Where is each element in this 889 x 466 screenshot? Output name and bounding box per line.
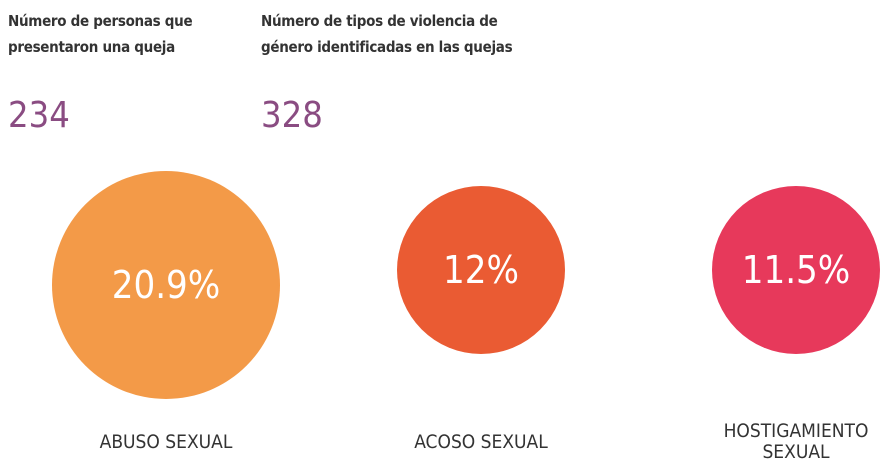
stat-label: Número de personas que — [8, 12, 192, 30]
bubble-value: 11.5% — [742, 248, 851, 292]
bubble-value: 20.9% — [112, 263, 221, 307]
bubble — [52, 171, 280, 399]
stat-label: Número de tipos de violencia de — [261, 12, 498, 30]
bubble — [397, 186, 565, 354]
stat-label: presentaron una queja — [8, 38, 175, 56]
stat-value: 234 — [8, 95, 70, 136]
bubble-label: HOSTIGAMIENTO — [724, 420, 869, 442]
bubble-label: ABUSO SEXUAL — [100, 431, 233, 453]
stat-value: 328 — [261, 95, 323, 136]
bubble — [712, 186, 880, 354]
bubble-label: ACOSO SEXUAL — [414, 431, 548, 453]
stat-label: género identificadas en las quejas — [261, 38, 513, 56]
bubble-label: SEXUAL — [762, 441, 830, 463]
bubble-value: 12% — [443, 248, 519, 292]
